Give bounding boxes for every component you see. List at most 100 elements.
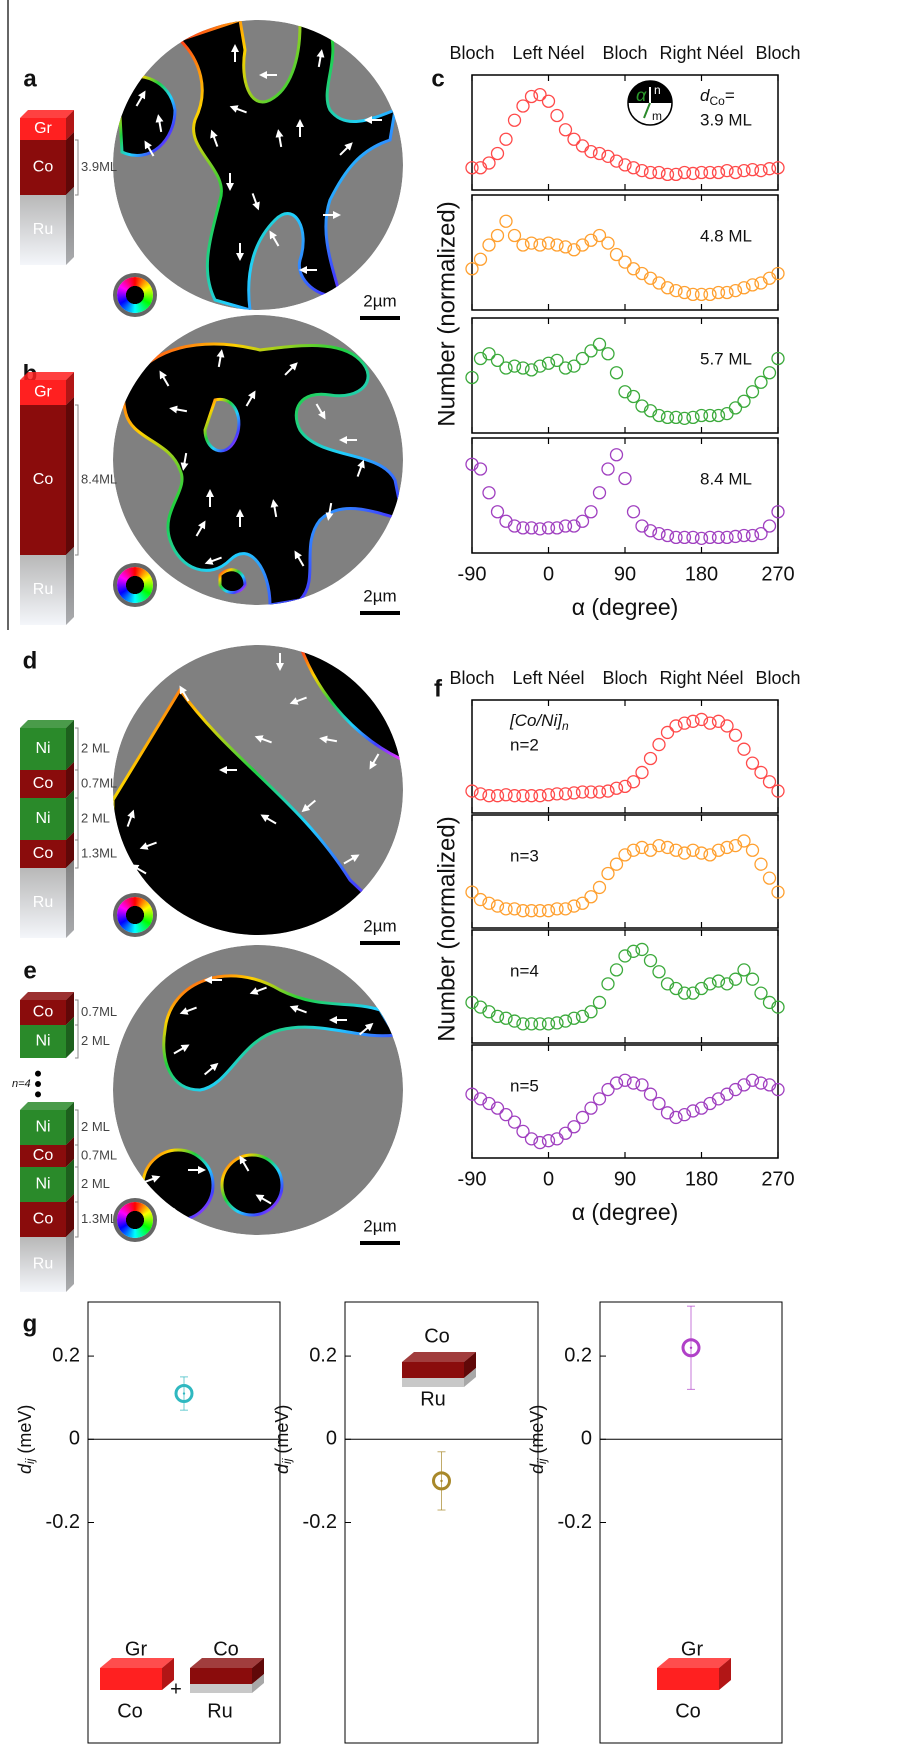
data-point bbox=[482, 789, 496, 803]
data-point bbox=[754, 163, 768, 178]
layer bbox=[20, 140, 66, 195]
data-point bbox=[524, 363, 539, 377]
series-label: 8.4 ML bbox=[700, 469, 752, 488]
magnetization-arrow bbox=[135, 90, 146, 107]
thickness-bracket bbox=[75, 769, 79, 799]
layer bbox=[20, 1145, 66, 1167]
layer-side bbox=[66, 1017, 74, 1058]
data-point bbox=[720, 163, 734, 178]
scale-bar-label: 2µm bbox=[363, 916, 396, 935]
y-label-unit: (meV) bbox=[272, 1405, 292, 1459]
data-point bbox=[652, 408, 666, 423]
data-point bbox=[558, 1014, 573, 1028]
x-tick-label: -90 bbox=[458, 563, 487, 585]
data-point bbox=[516, 904, 530, 918]
magnetization-arrow bbox=[356, 459, 365, 477]
data-point bbox=[533, 789, 547, 803]
thickness-label: 2 ML bbox=[81, 1176, 110, 1191]
data-point bbox=[609, 857, 624, 871]
data-point bbox=[584, 890, 598, 904]
data-point bbox=[618, 848, 632, 862]
thickness-bracket bbox=[75, 727, 79, 771]
data-point bbox=[728, 529, 743, 544]
data-point bbox=[745, 843, 760, 857]
y-tick-label: 0.2 bbox=[52, 1344, 80, 1366]
data-point bbox=[558, 902, 573, 916]
layer-side bbox=[66, 1194, 74, 1237]
color-wheel bbox=[117, 897, 153, 933]
x-axis-label: α (degree) bbox=[572, 1199, 679, 1225]
domain-image-d bbox=[113, 645, 403, 935]
magnetization-arrow bbox=[301, 799, 317, 813]
data-point bbox=[694, 981, 709, 996]
data-point bbox=[728, 1082, 743, 1097]
layer bbox=[20, 1202, 66, 1237]
data-point bbox=[762, 775, 777, 789]
data-point bbox=[524, 904, 539, 918]
layer bbox=[20, 770, 66, 798]
top-tick-label: Right Néel bbox=[659, 43, 744, 63]
thickness-bracket bbox=[75, 999, 79, 1026]
layer-label: Ru bbox=[33, 221, 53, 238]
layer-side-shade bbox=[66, 187, 74, 265]
data-point bbox=[592, 880, 607, 895]
data-point bbox=[618, 779, 632, 794]
magnetization-arrow bbox=[169, 405, 188, 414]
magnetization-arrow bbox=[180, 452, 189, 471]
data-point bbox=[660, 410, 675, 425]
magnetization-arrow bbox=[316, 49, 325, 68]
data-point bbox=[558, 361, 573, 375]
y-tick-label: -0.2 bbox=[558, 1511, 592, 1533]
color-wheel bbox=[117, 277, 153, 313]
data-point bbox=[524, 1017, 539, 1031]
schematic-label: Co bbox=[117, 1700, 143, 1722]
data-point bbox=[737, 742, 751, 756]
data-point bbox=[516, 1124, 530, 1139]
data-point bbox=[533, 87, 547, 102]
data-point bbox=[652, 965, 666, 979]
panel-letter: e bbox=[23, 957, 36, 984]
data-point bbox=[601, 866, 615, 881]
magnetization-arrow bbox=[358, 1022, 374, 1036]
y-axis-label: dij (meV) bbox=[272, 1405, 294, 1474]
x-axis-label: α (degree) bbox=[572, 594, 679, 620]
data-point bbox=[507, 359, 522, 373]
x-tick-label: -90 bbox=[458, 1168, 487, 1190]
data-point bbox=[550, 1016, 564, 1030]
layer-side-shade bbox=[66, 1194, 74, 1237]
thickness-bracket bbox=[75, 797, 79, 841]
data-point bbox=[592, 1092, 607, 1106]
data-point bbox=[643, 751, 658, 766]
thickness-label: 2 ML bbox=[81, 810, 110, 825]
thickness-label: 3.9ML bbox=[81, 159, 117, 174]
schematic-label: + bbox=[170, 1678, 182, 1700]
data-point bbox=[754, 765, 768, 780]
magnetization-arrow bbox=[155, 114, 164, 133]
layer-side-shade bbox=[66, 790, 74, 840]
slab-top bbox=[100, 1658, 174, 1668]
repeat-dot bbox=[35, 1070, 41, 1077]
layer-side bbox=[66, 992, 74, 1025]
x-tick-label: 270 bbox=[761, 563, 794, 585]
layer-side-shade bbox=[66, 110, 74, 140]
data-point bbox=[703, 977, 717, 991]
data-point bbox=[694, 165, 709, 180]
data-point bbox=[771, 1082, 785, 1097]
schematic-label: Ru bbox=[420, 1388, 446, 1410]
data-point bbox=[609, 154, 624, 168]
data-point bbox=[592, 228, 607, 243]
thickness-label: 0.7ML bbox=[81, 1147, 117, 1162]
data-point bbox=[584, 505, 598, 519]
thickness-label: 0.7ML bbox=[81, 1004, 117, 1019]
top-tick-label: Right Néel bbox=[659, 668, 744, 688]
data-point bbox=[533, 238, 547, 252]
data-point bbox=[490, 146, 505, 161]
layer bbox=[20, 1110, 66, 1145]
data-point bbox=[762, 366, 777, 380]
data-point bbox=[550, 787, 564, 801]
layer-label: Gr bbox=[34, 384, 52, 401]
data-point bbox=[601, 236, 615, 250]
data-point bbox=[771, 784, 785, 798]
subplot-frame bbox=[471, 1044, 779, 1159]
